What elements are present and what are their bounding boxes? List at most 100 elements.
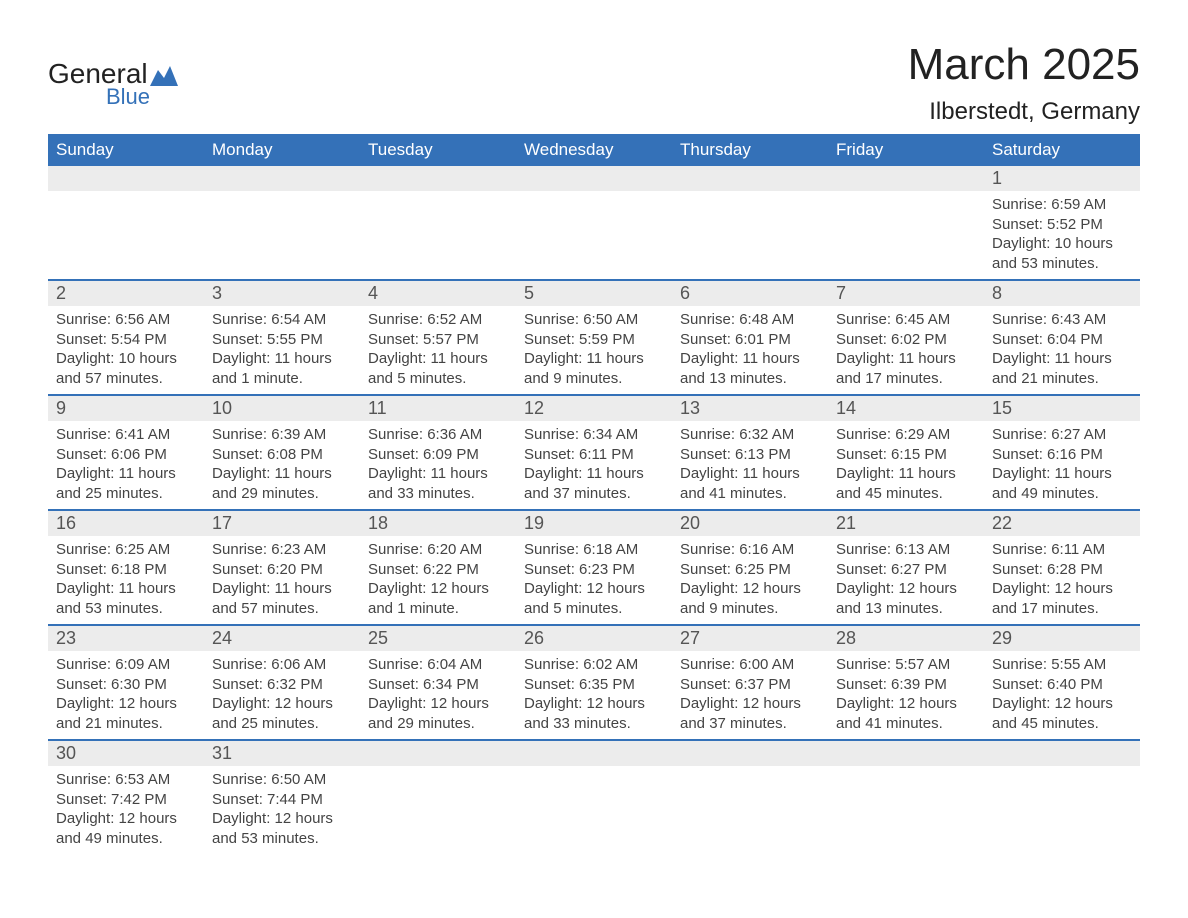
day-data: Sunrise: 5:55 AMSunset: 6:40 PMDaylight:… [984, 651, 1140, 739]
calendar-week: 2Sunrise: 6:56 AMSunset: 5:54 PMDaylight… [48, 280, 1140, 395]
day-data: Sunrise: 6:04 AMSunset: 6:34 PMDaylight:… [360, 651, 516, 739]
day-number: 10 [204, 396, 360, 421]
sunset-text: Sunset: 6:39 PM [836, 675, 976, 695]
daylight-text: Daylight: 11 hours and 9 minutes. [524, 349, 664, 388]
sunset-text: Sunset: 5:59 PM [524, 330, 664, 350]
calendar-cell: 15Sunrise: 6:27 AMSunset: 6:16 PMDayligh… [984, 395, 1140, 510]
day-data: Sunrise: 6:54 AMSunset: 5:55 PMDaylight:… [204, 306, 360, 394]
day-number [984, 741, 1140, 766]
calendar-cell: 16Sunrise: 6:25 AMSunset: 6:18 PMDayligh… [48, 510, 204, 625]
daylight-text: Daylight: 10 hours and 53 minutes. [992, 234, 1132, 273]
sunset-text: Sunset: 6:01 PM [680, 330, 820, 350]
sunrise-text: Sunrise: 6:41 AM [56, 425, 196, 445]
calendar-cell [828, 166, 984, 280]
day-data [204, 191, 360, 265]
daylight-text: Daylight: 11 hours and 33 minutes. [368, 464, 508, 503]
sunrise-text: Sunrise: 6:50 AM [524, 310, 664, 330]
sunset-text: Sunset: 6:37 PM [680, 675, 820, 695]
day-data [828, 766, 984, 840]
calendar-cell [672, 166, 828, 280]
calendar-cell: 21Sunrise: 6:13 AMSunset: 6:27 PMDayligh… [828, 510, 984, 625]
day-number [828, 741, 984, 766]
day-number: 27 [672, 626, 828, 651]
sunset-text: Sunset: 6:32 PM [212, 675, 352, 695]
daylight-text: Daylight: 11 hours and 57 minutes. [212, 579, 352, 618]
sunrise-text: Sunrise: 5:55 AM [992, 655, 1132, 675]
calendar-cell: 4Sunrise: 6:52 AMSunset: 5:57 PMDaylight… [360, 280, 516, 395]
calendar-cell [360, 740, 516, 854]
daylight-text: Daylight: 10 hours and 57 minutes. [56, 349, 196, 388]
sunrise-text: Sunrise: 5:57 AM [836, 655, 976, 675]
day-number: 18 [360, 511, 516, 536]
sunset-text: Sunset: 6:20 PM [212, 560, 352, 580]
sunset-text: Sunset: 6:04 PM [992, 330, 1132, 350]
calendar-cell: 10Sunrise: 6:39 AMSunset: 6:08 PMDayligh… [204, 395, 360, 510]
day-number: 24 [204, 626, 360, 651]
day-number: 3 [204, 281, 360, 306]
day-number: 14 [828, 396, 984, 421]
daylight-text: Daylight: 12 hours and 37 minutes. [680, 694, 820, 733]
daylight-text: Daylight: 12 hours and 53 minutes. [212, 809, 352, 848]
sunset-text: Sunset: 5:52 PM [992, 215, 1132, 235]
day-number: 15 [984, 396, 1140, 421]
calendar-week: 23Sunrise: 6:09 AMSunset: 6:30 PMDayligh… [48, 625, 1140, 740]
calendar-week: 1Sunrise: 6:59 AMSunset: 5:52 PMDaylight… [48, 166, 1140, 280]
calendar-cell: 11Sunrise: 6:36 AMSunset: 6:09 PMDayligh… [360, 395, 516, 510]
sunset-text: Sunset: 6:25 PM [680, 560, 820, 580]
day-number: 22 [984, 511, 1140, 536]
day-number: 17 [204, 511, 360, 536]
day-data: Sunrise: 6:45 AMSunset: 6:02 PMDaylight:… [828, 306, 984, 394]
calendar-table: SundayMondayTuesdayWednesdayThursdayFrid… [48, 134, 1140, 854]
day-data [672, 766, 828, 840]
day-number: 9 [48, 396, 204, 421]
sunset-text: Sunset: 6:40 PM [992, 675, 1132, 695]
sunset-text: Sunset: 7:44 PM [212, 790, 352, 810]
day-data [516, 766, 672, 840]
daylight-text: Daylight: 11 hours and 25 minutes. [56, 464, 196, 503]
calendar-cell [204, 166, 360, 280]
sunset-text: Sunset: 6:30 PM [56, 675, 196, 695]
sunrise-text: Sunrise: 6:04 AM [368, 655, 508, 675]
day-data [360, 191, 516, 265]
calendar-cell: 18Sunrise: 6:20 AMSunset: 6:22 PMDayligh… [360, 510, 516, 625]
day-number: 29 [984, 626, 1140, 651]
day-header-row: SundayMondayTuesdayWednesdayThursdayFrid… [48, 134, 1140, 166]
day-number: 2 [48, 281, 204, 306]
calendar-cell: 17 Sunrise: 6:23 AMSunset: 6:20 PMDayligh… [204, 510, 360, 625]
day-data: Sunrise: 6:41 AMSunset: 6:06 PMDaylight:… [48, 421, 204, 509]
daylight-text: Daylight: 11 hours and 41 minutes. [680, 464, 820, 503]
sunset-text: Sunset: 6:06 PM [56, 445, 196, 465]
day-data: Sunrise: 6:16 AMSunset: 6:25 PMDaylight:… [672, 536, 828, 624]
calendar-cell: 9Sunrise: 6:41 AMSunset: 6:06 PMDaylight… [48, 395, 204, 510]
calendar-cell: 13Sunrise: 6:32 AMSunset: 6:13 PMDayligh… [672, 395, 828, 510]
day-header: Friday [828, 134, 984, 166]
day-header: Monday [204, 134, 360, 166]
calendar-cell: 29Sunrise: 5:55 AMSunset: 6:40 PMDayligh… [984, 625, 1140, 740]
calendar-cell: 25Sunrise: 6:04 AMSunset: 6:34 PMDayligh… [360, 625, 516, 740]
calendar-cell: 24Sunrise: 6:06 AMSunset: 6:32 PMDayligh… [204, 625, 360, 740]
day-header: Sunday [48, 134, 204, 166]
daylight-text: Daylight: 12 hours and 5 minutes. [524, 579, 664, 618]
day-data: Sunrise: 6:02 AMSunset: 6:35 PMDaylight:… [516, 651, 672, 739]
sunrise-text: Sunrise: 6:23 AM [212, 540, 352, 560]
calendar-cell [828, 740, 984, 854]
day-data: Sunrise: 6:50 AMSunset: 5:59 PMDaylight:… [516, 306, 672, 394]
location-label: Ilberstedt, Germany [908, 98, 1140, 126]
sunset-text: Sunset: 6:34 PM [368, 675, 508, 695]
day-header: Thursday [672, 134, 828, 166]
day-number: 16 [48, 511, 204, 536]
sunrise-text: Sunrise: 6:20 AM [368, 540, 508, 560]
calendar-cell: 8Sunrise: 6:43 AMSunset: 6:04 PMDaylight… [984, 280, 1140, 395]
sunset-text: Sunset: 6:15 PM [836, 445, 976, 465]
daylight-text: Daylight: 12 hours and 17 minutes. [992, 579, 1132, 618]
daylight-text: Daylight: 12 hours and 21 minutes. [56, 694, 196, 733]
calendar-cell: 6Sunrise: 6:48 AMSunset: 6:01 PMDaylight… [672, 280, 828, 395]
sunrise-text: Sunrise: 6:48 AM [680, 310, 820, 330]
day-number: 26 [516, 626, 672, 651]
day-data: Sunrise: 6:29 AMSunset: 6:15 PMDaylight:… [828, 421, 984, 509]
calendar-cell: 27Sunrise: 6:00 AMSunset: 6:37 PMDayligh… [672, 625, 828, 740]
sunrise-text: Sunrise: 6:34 AM [524, 425, 664, 445]
brand-logo: General Blue [48, 58, 178, 110]
day-number [360, 166, 516, 191]
calendar-cell: 22Sunrise: 6:11 AMSunset: 6:28 PMDayligh… [984, 510, 1140, 625]
